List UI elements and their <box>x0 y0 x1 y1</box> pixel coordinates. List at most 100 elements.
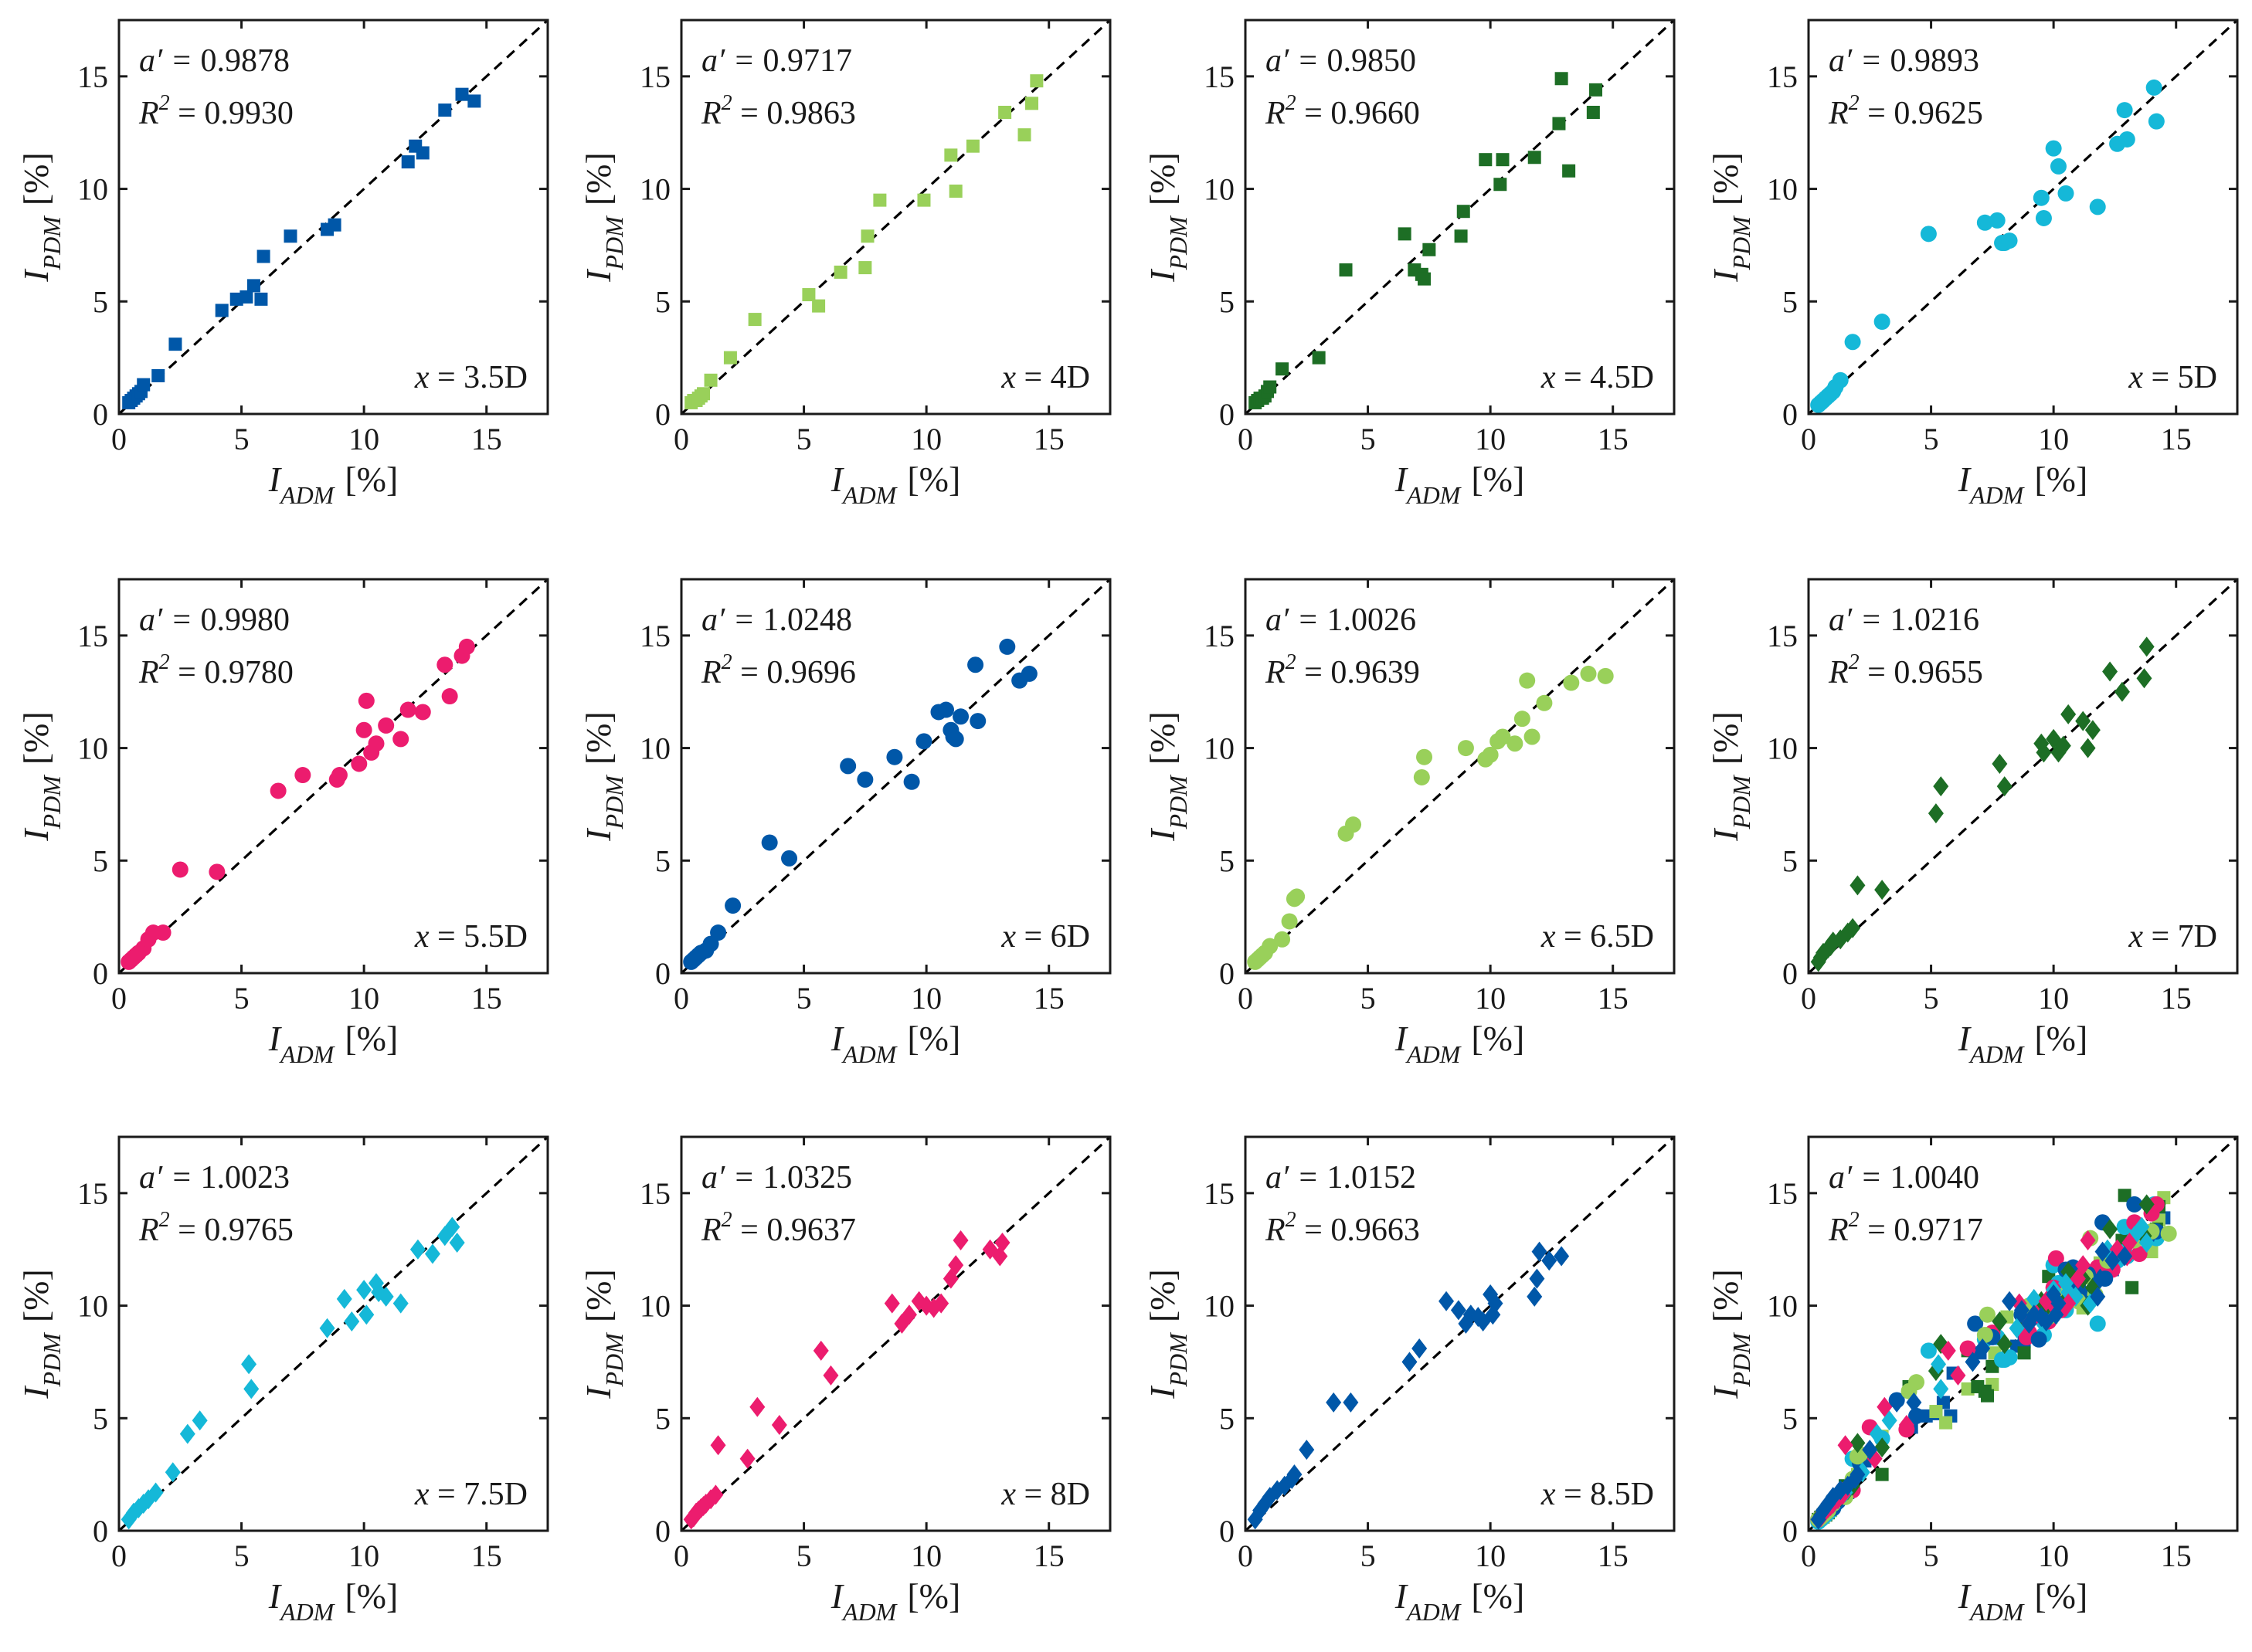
data-point <box>358 692 375 709</box>
data-point <box>1845 918 1861 938</box>
position-label: x = 4.5D <box>1540 360 1654 395</box>
data-points <box>1247 1241 1570 1530</box>
data-point <box>1554 1246 1570 1267</box>
data-point <box>2045 140 2062 157</box>
data-point <box>1906 1392 1922 1413</box>
data-points <box>1810 636 2155 972</box>
y-tick-label: 5 <box>1219 843 1235 878</box>
x-tick-label: 0 <box>1238 981 1253 1016</box>
data-point <box>1487 1293 1503 1314</box>
data-point <box>356 1280 372 1301</box>
x-tick-label: 10 <box>1475 1538 1506 1573</box>
x-tick-label: 15 <box>471 1538 502 1573</box>
x-tick-label: 15 <box>2161 1538 2192 1573</box>
data-point <box>1343 1392 1359 1413</box>
y-tick-label: 0 <box>93 956 108 991</box>
data-point <box>2080 1230 2096 1251</box>
data-point <box>1597 667 1614 684</box>
y-tick-label: 15 <box>640 1176 671 1211</box>
data-point <box>697 387 711 401</box>
x-tick-label: 0 <box>1801 981 1816 1016</box>
x-tick-label: 15 <box>2161 981 2192 1016</box>
data-point <box>409 1239 426 1260</box>
data-point <box>1875 1467 1889 1481</box>
x-tick-label: 0 <box>1801 1538 1816 1573</box>
x-tick-label: 5 <box>1360 422 1376 456</box>
data-point <box>1898 1415 1914 1436</box>
y-tick-label: 5 <box>1219 284 1235 319</box>
x-axis-label: IADM [%] <box>1958 1576 2088 1626</box>
data-point <box>2114 681 2130 702</box>
x-tick-label: 5 <box>797 981 812 1016</box>
data-point <box>151 368 165 382</box>
slope-label: a′ = 1.0216 <box>1829 602 1979 638</box>
x-tick-label: 10 <box>2038 1538 2069 1573</box>
data-point <box>2001 232 2018 249</box>
data-point <box>344 1311 360 1331</box>
data-points <box>1810 79 2165 413</box>
axes-frame <box>117 19 549 416</box>
data-point <box>1844 334 1861 351</box>
r-squared-label: R2 = 0.9655 <box>1828 650 1983 690</box>
data-point <box>438 103 452 117</box>
x-tick-label: 10 <box>911 1538 942 1573</box>
data-point <box>467 94 481 108</box>
data-point <box>328 218 341 232</box>
position-label: x = 7D <box>2128 919 2217 955</box>
data-point <box>155 924 172 941</box>
x-axis-label: IADM [%] <box>1958 460 2088 509</box>
data-point <box>1920 226 1937 243</box>
data-points <box>1810 1189 2177 1530</box>
data-point <box>873 193 887 207</box>
data-point <box>378 1286 394 1307</box>
data-point <box>1862 1440 1878 1460</box>
position-label: x = 4D <box>1000 360 1090 395</box>
data-point <box>1996 776 2013 797</box>
data-point <box>1438 1291 1455 1311</box>
data-point <box>2060 704 2077 724</box>
data-point <box>2080 738 2096 758</box>
data-point <box>1531 1241 1547 1262</box>
data-point <box>336 1288 352 1309</box>
data-point <box>2148 113 2165 130</box>
y-axis-label: IPDM[%] <box>1706 1269 1755 1399</box>
y-tick-label: 10 <box>1204 172 1235 207</box>
y-tick-label: 10 <box>77 1289 108 1324</box>
r-squared-label: R2 = 0.9930 <box>138 91 294 131</box>
axes-frame <box>117 1135 549 1532</box>
data-point <box>1920 1342 1937 1359</box>
y-tick-label: 0 <box>1782 397 1798 432</box>
x-tick-label: 15 <box>1598 422 1629 456</box>
data-point <box>2089 1315 2106 1332</box>
data-point <box>1959 1340 1976 1357</box>
x-tick-label: 0 <box>1238 1538 1253 1573</box>
data-point <box>2089 198 2106 215</box>
position-label: x = 8D <box>1000 1477 1090 1512</box>
data-point <box>1506 735 1523 752</box>
data-point <box>1933 1379 1949 1399</box>
data-point <box>1562 164 1576 178</box>
slope-label: a′ = 0.9850 <box>1265 43 1416 79</box>
data-point <box>1931 1354 1947 1375</box>
data-point <box>2013 1300 2030 1321</box>
data-point <box>2033 189 2050 206</box>
data-point <box>270 782 287 799</box>
data-point <box>802 288 816 302</box>
y-tick-label: 5 <box>655 1401 671 1436</box>
y-tick-label: 5 <box>93 1401 108 1436</box>
data-point <box>2117 1246 2133 1267</box>
data-point <box>2138 1232 2155 1253</box>
y-tick-label: 10 <box>1767 731 1798 766</box>
data-point <box>2145 79 2162 96</box>
data-point <box>748 313 762 327</box>
data-point <box>172 861 189 878</box>
data-point <box>967 656 984 673</box>
x-tick-label: 10 <box>348 1538 379 1573</box>
r-squared-label: R2 = 0.9863 <box>701 91 856 131</box>
data-points <box>1248 72 1603 409</box>
data-point <box>1299 1440 1315 1460</box>
data-point <box>1413 768 1430 785</box>
axes-frame <box>1244 19 1676 416</box>
data-point <box>2092 1268 2108 1289</box>
data-point <box>1289 888 1306 905</box>
